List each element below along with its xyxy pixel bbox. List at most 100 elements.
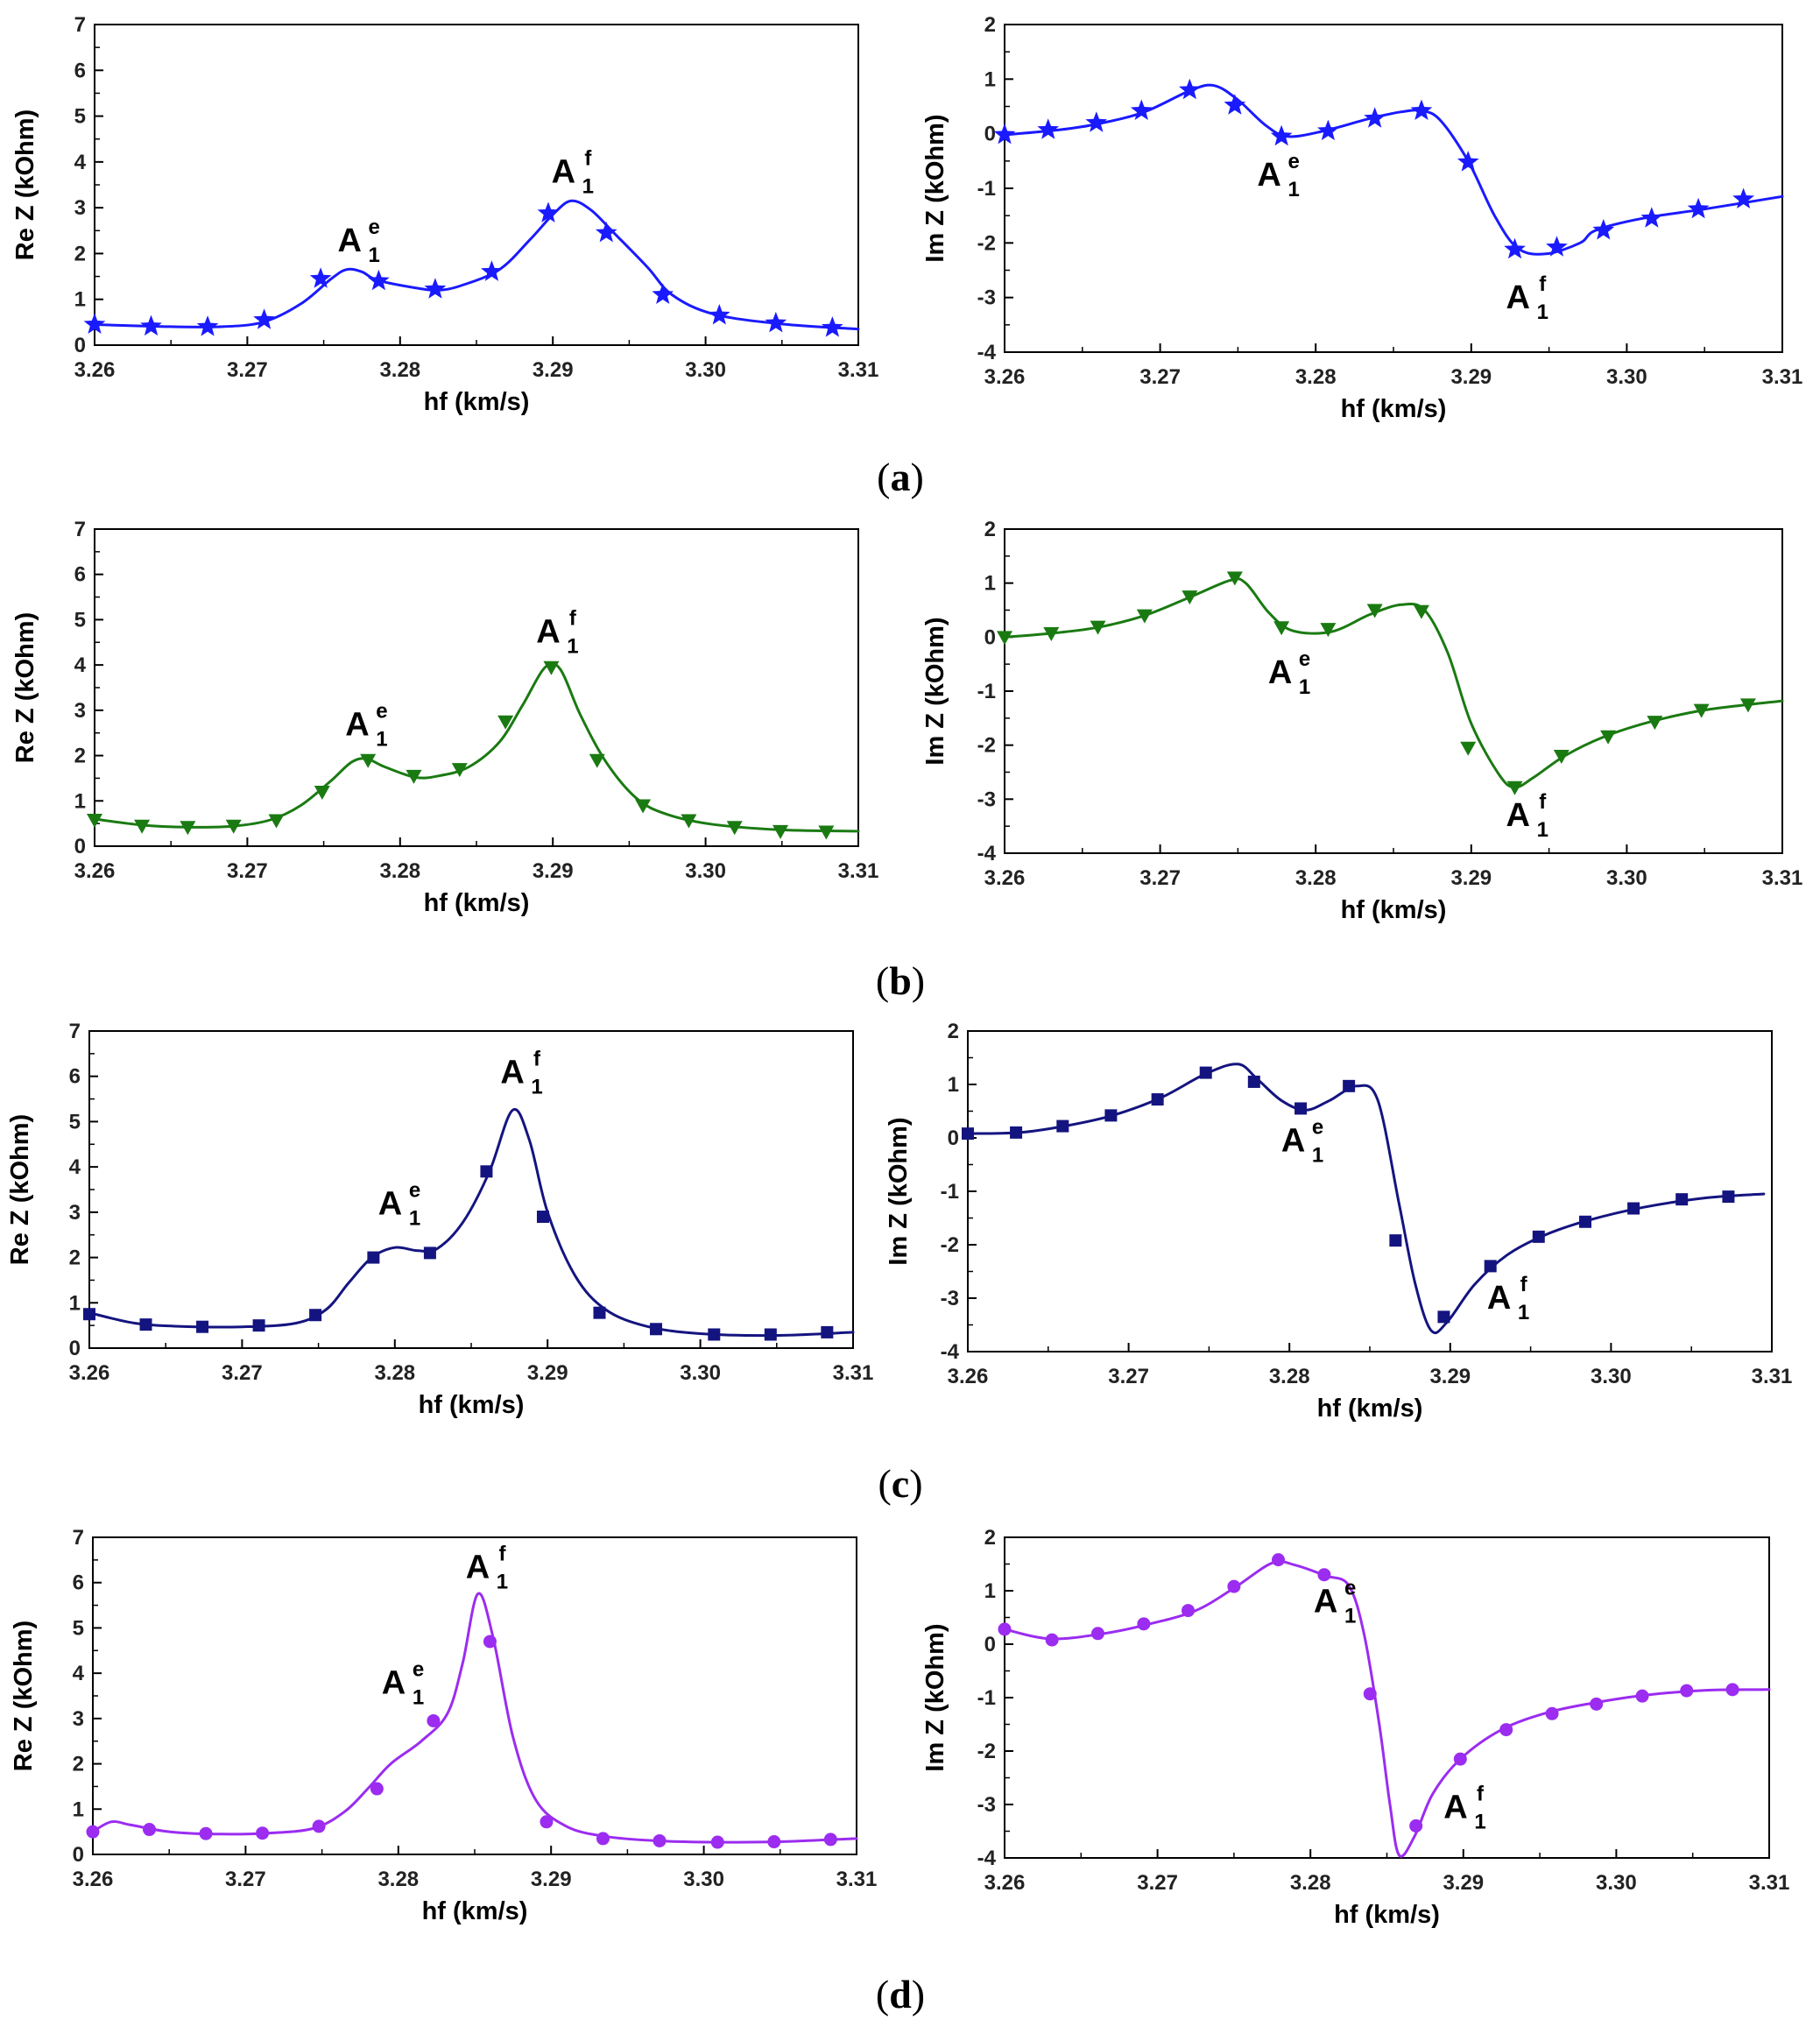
peak-label: A bbox=[382, 1664, 406, 1701]
y-tick-label: 5 bbox=[73, 1616, 84, 1640]
data-point bbox=[1247, 1075, 1260, 1088]
x-tick-label: 3.28 bbox=[1295, 866, 1337, 890]
data-point bbox=[180, 821, 196, 836]
y-tick-label: 6 bbox=[69, 1065, 81, 1089]
data-point bbox=[540, 1815, 554, 1829]
data-point bbox=[650, 1323, 663, 1336]
peak-label: A bbox=[1443, 1789, 1467, 1826]
chart-d-im: 3.26 3.27 3.28 3.29 3.30 3.31 -4 -3 -2 -1 0 1 2 hf (k… bbox=[921, 1526, 1789, 1929]
x-tick-label: 3.26 bbox=[74, 859, 116, 883]
y-tick-label: 1 bbox=[69, 1291, 81, 1315]
y-tick-label: 5 bbox=[74, 105, 86, 129]
data-point bbox=[196, 1320, 209, 1333]
peak-superscript: e bbox=[1344, 1576, 1356, 1600]
y-tick-label: -1 bbox=[977, 177, 996, 201]
peak-superscript: f bbox=[1539, 790, 1547, 814]
peak-subscript: 1 bbox=[376, 727, 387, 751]
x-tick-label: 3.30 bbox=[1596, 1871, 1637, 1895]
peak-label: A bbox=[466, 1550, 490, 1586]
data-point bbox=[497, 715, 514, 730]
plot-frame bbox=[1004, 528, 1783, 854]
y-tick-label: 2 bbox=[74, 745, 86, 768]
data-point bbox=[1410, 99, 1433, 120]
data-point bbox=[1227, 1579, 1241, 1593]
panel-label-b: (b) bbox=[875, 958, 926, 1003]
data-point bbox=[1600, 730, 1617, 745]
data-point bbox=[83, 313, 106, 334]
y-tick-label: 2 bbox=[984, 518, 996, 541]
y-tick-label: -2 bbox=[977, 231, 996, 255]
data-point bbox=[1546, 236, 1568, 257]
peak-subscript: 1 bbox=[1518, 1301, 1529, 1324]
peak-subscript: 1 bbox=[369, 244, 380, 267]
data-point bbox=[1091, 1627, 1105, 1641]
series-line bbox=[1003, 577, 1784, 789]
y-tick-label: 4 bbox=[73, 1662, 85, 1685]
data-point bbox=[1151, 1093, 1164, 1106]
x-tick-label: 3.30 bbox=[1606, 866, 1647, 890]
peak-label: A bbox=[1281, 1122, 1305, 1159]
data-point bbox=[368, 269, 390, 291]
data-point bbox=[1687, 197, 1710, 219]
x-tick-label: 3.30 bbox=[1591, 1365, 1632, 1388]
data-point bbox=[767, 1835, 781, 1849]
y-tick-label: 2 bbox=[69, 1246, 81, 1270]
data-point bbox=[537, 201, 560, 222]
y-tick-label: 3 bbox=[73, 1707, 84, 1731]
plot-frame bbox=[94, 24, 859, 346]
y-tick-label: 2 bbox=[984, 13, 996, 37]
data-point bbox=[1627, 1202, 1640, 1215]
data-point bbox=[708, 1328, 721, 1341]
y-tick-label: 0 bbox=[69, 1337, 81, 1360]
x-tick-label: 3.27 bbox=[1139, 365, 1181, 389]
x-tick-label: 3.30 bbox=[685, 358, 726, 382]
y-axis-title: Im Z (kOhm) bbox=[921, 1623, 949, 1771]
y-tick-label: -4 bbox=[941, 1340, 960, 1364]
data-point bbox=[1590, 1697, 1604, 1711]
peak-superscript: f bbox=[1539, 272, 1547, 296]
x-tick-label: 3.30 bbox=[685, 859, 726, 883]
data-point bbox=[1457, 151, 1479, 172]
data-point bbox=[483, 1635, 497, 1649]
peak-subscript: 1 bbox=[1299, 675, 1310, 699]
data-point bbox=[1640, 207, 1663, 228]
x-tick-label: 3.27 bbox=[227, 358, 268, 382]
chart-c-im: 3.26 3.27 3.28 3.29 3.30 3.31 -4 -3 -2 -1 0 1 2 hf (k… bbox=[885, 1020, 1792, 1423]
data-point bbox=[480, 1165, 493, 1178]
y-tick-label: 6 bbox=[74, 59, 86, 82]
y-tick-label: -4 bbox=[977, 842, 997, 865]
data-point bbox=[1273, 621, 1290, 636]
data-point bbox=[1104, 1109, 1118, 1122]
data-point bbox=[1130, 99, 1153, 120]
x-axis-title: hf (km/s) bbox=[424, 889, 530, 917]
chart-b-im: 3.26 3.27 3.28 3.29 3.30 3.31 -4 -3 -2 -1 0 1 2 hf (k… bbox=[921, 518, 1802, 924]
data-point bbox=[424, 278, 447, 299]
peak-label: A bbox=[378, 1185, 402, 1222]
data-point bbox=[993, 123, 1016, 145]
y-tick-label: 1 bbox=[948, 1073, 959, 1097]
x-tick-label: 3.30 bbox=[680, 1361, 721, 1385]
peak-label: A bbox=[1268, 654, 1292, 691]
data-point bbox=[764, 1328, 777, 1341]
data-point bbox=[1010, 1126, 1023, 1139]
data-point bbox=[423, 1246, 436, 1260]
y-tick-label: 4 bbox=[74, 653, 87, 677]
x-tick-label: 3.27 bbox=[1137, 1871, 1178, 1895]
peak-superscript: f bbox=[1520, 1273, 1528, 1296]
series-line bbox=[88, 1107, 855, 1338]
peak-superscript: e bbox=[376, 699, 387, 723]
peak-subscript: 1 bbox=[1474, 1810, 1485, 1833]
peak-superscript: f bbox=[1477, 1782, 1485, 1805]
y-tick-label: -3 bbox=[941, 1287, 959, 1310]
x-tick-label: 3.29 bbox=[1450, 866, 1492, 890]
peak-label: A bbox=[500, 1054, 524, 1091]
y-tick-label: -3 bbox=[977, 1793, 996, 1817]
x-axis-title: hf (km/s) bbox=[1317, 1395, 1423, 1423]
data-point bbox=[635, 799, 652, 814]
peak-subscript: 1 bbox=[1287, 178, 1299, 201]
